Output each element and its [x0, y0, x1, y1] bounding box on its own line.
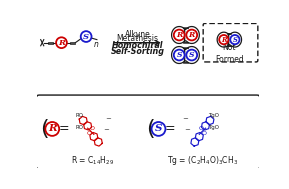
Text: Homochiral: Homochiral	[112, 41, 164, 50]
Text: O: O	[90, 126, 95, 131]
Text: ~: ~	[105, 116, 111, 122]
Circle shape	[174, 30, 185, 40]
Text: R: R	[221, 36, 227, 44]
Text: TgO: TgO	[208, 125, 219, 130]
Text: Metathesis: Metathesis	[117, 34, 159, 43]
Text: Tg = (C$_2$H$_4$O)$_3$CH$_3$: Tg = (C$_2$H$_4$O)$_3$CH$_3$	[167, 154, 238, 167]
Circle shape	[230, 35, 240, 44]
Text: RO: RO	[76, 113, 84, 118]
Circle shape	[174, 50, 185, 60]
Text: ~: ~	[183, 116, 188, 122]
Text: O: O	[198, 126, 203, 131]
Text: O: O	[201, 131, 206, 136]
FancyBboxPatch shape	[36, 95, 260, 169]
Text: R: R	[58, 39, 65, 47]
Polygon shape	[217, 32, 242, 47]
Text: ~: ~	[103, 127, 109, 133]
Text: S: S	[83, 33, 89, 40]
Text: n: n	[94, 40, 99, 49]
Text: S: S	[176, 51, 182, 59]
Circle shape	[186, 50, 197, 60]
Text: RO: RO	[76, 125, 84, 130]
Polygon shape	[172, 26, 199, 43]
Text: =: =	[58, 122, 69, 136]
Polygon shape	[172, 46, 199, 64]
Text: O: O	[87, 131, 92, 136]
Circle shape	[81, 31, 92, 42]
Text: Self-Sorting: Self-Sorting	[111, 47, 165, 56]
Text: Alkyne: Alkyne	[125, 30, 151, 39]
FancyBboxPatch shape	[203, 23, 258, 62]
Circle shape	[151, 122, 165, 136]
Text: S: S	[232, 36, 237, 44]
Text: (: (	[147, 119, 155, 139]
Text: ~: ~	[184, 127, 190, 133]
Text: R: R	[176, 31, 182, 39]
Text: (: (	[40, 119, 49, 139]
Text: R: R	[48, 124, 57, 133]
Text: R: R	[188, 31, 195, 39]
Text: R = C$_{14}$H$_{29}$: R = C$_{14}$H$_{29}$	[71, 154, 114, 167]
Circle shape	[219, 35, 228, 44]
Text: S: S	[155, 124, 162, 133]
Text: TgO: TgO	[208, 113, 219, 118]
Circle shape	[56, 37, 67, 48]
Text: S: S	[189, 51, 194, 59]
Circle shape	[45, 122, 59, 136]
Text: =: =	[165, 122, 175, 136]
Circle shape	[186, 30, 197, 40]
Text: Not
Formed: Not Formed	[215, 43, 244, 64]
